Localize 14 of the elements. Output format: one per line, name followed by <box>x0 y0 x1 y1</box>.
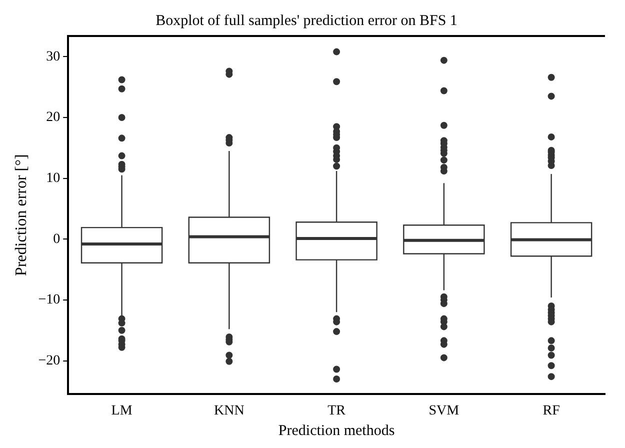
y-tick-label: 10 <box>46 170 60 186</box>
y-tick-label: 30 <box>46 49 60 64</box>
x-tick-label: SVM <box>428 403 460 418</box>
y-axis-title: Prediction error [°] <box>12 154 30 276</box>
x-axis-title: Prediction methods <box>278 422 395 439</box>
y-tick-label: 20 <box>46 110 60 126</box>
x-tick-label: LM <box>111 403 133 418</box>
x-tick-label: TR <box>328 403 346 418</box>
chart-title: Boxplot of full samples' prediction error on BFS 1 <box>156 12 458 29</box>
x-tick-label: KNN <box>214 403 244 418</box>
y-tick-label: −10 <box>38 292 60 308</box>
y-tick-label: −20 <box>38 353 60 368</box>
x-tick-label: RF <box>542 403 560 418</box>
y-tick-label: 0 <box>53 232 60 247</box>
